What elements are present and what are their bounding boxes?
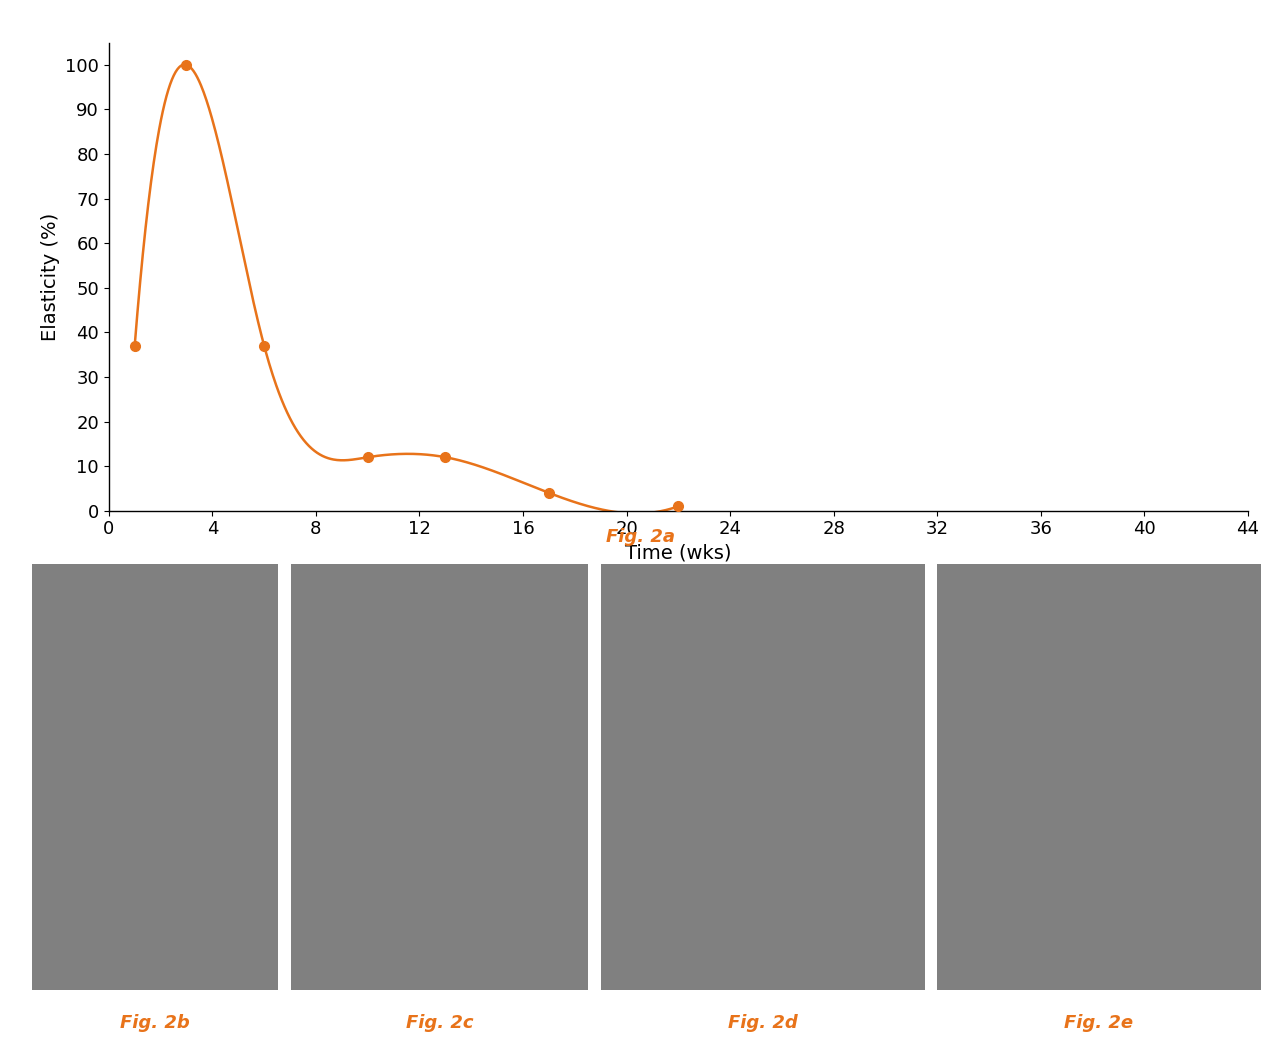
Y-axis label: Elasticity (%): Elasticity (%) <box>41 213 60 340</box>
Text: Fig. 2b: Fig. 2b <box>120 1014 189 1032</box>
Text: Fig. 2e: Fig. 2e <box>1065 1014 1134 1032</box>
Text: Fig. 2a: Fig. 2a <box>605 529 675 546</box>
Text: Fig. 2d: Fig. 2d <box>728 1014 797 1032</box>
Text: Fig. 2c: Fig. 2c <box>406 1014 474 1032</box>
X-axis label: Time (wks): Time (wks) <box>625 544 732 563</box>
